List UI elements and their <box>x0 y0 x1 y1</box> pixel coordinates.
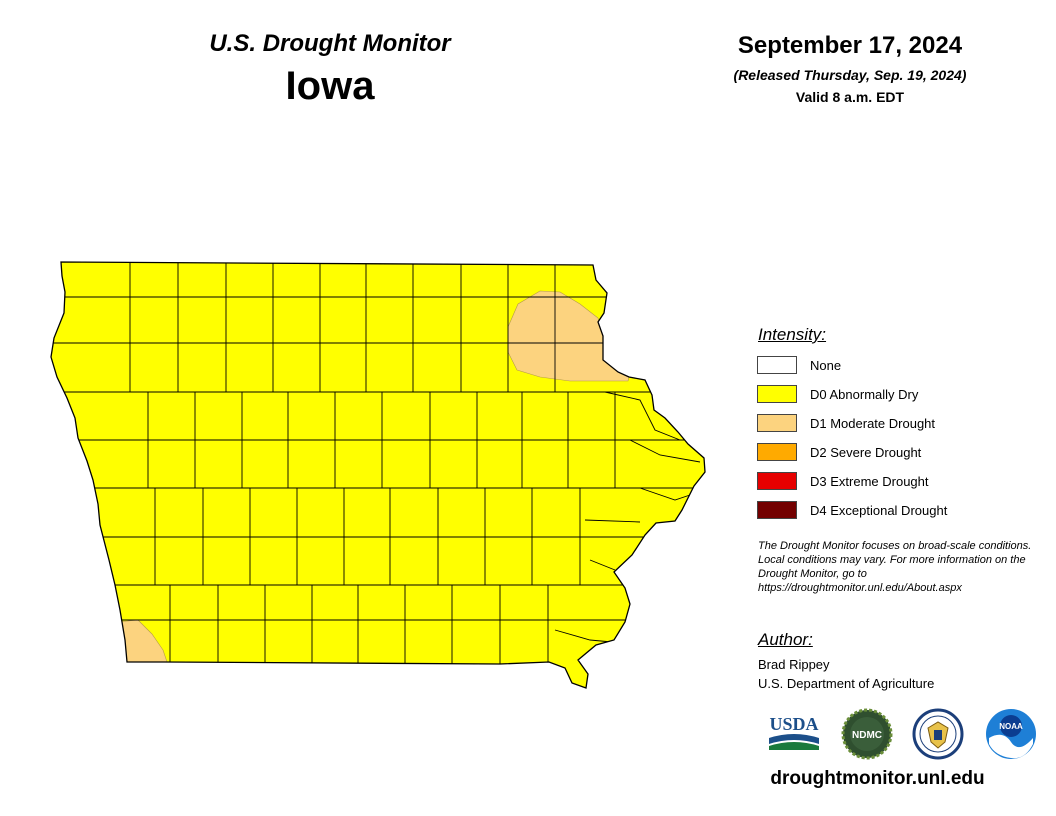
ndmc-logo-text: NDMC <box>852 730 882 741</box>
legend-label: None <box>810 357 842 373</box>
disclaimer-note: The Drought Monitor focuses on broad-sca… <box>758 540 1032 594</box>
author-heading: Author: <box>758 630 813 649</box>
noaa-logo-text: NOAA <box>999 722 1023 731</box>
county-line <box>629 439 701 463</box>
county-line <box>554 629 613 643</box>
map-title: U.S. Drought Monitor <box>209 30 451 57</box>
noaa-logo: NOAA <box>986 709 1036 759</box>
legend-swatch <box>757 385 797 403</box>
county-boundaries <box>51 262 705 670</box>
legend-swatch <box>757 443 797 461</box>
legend-item-d1: D1 Moderate Drought <box>757 413 935 433</box>
legend-item-d4: D4 Exceptional Drought <box>757 500 947 520</box>
legend-label: D1 Moderate Drought <box>810 415 936 431</box>
legend-item-d2: D2 Severe Drought <box>757 442 921 462</box>
county-line <box>589 559 616 571</box>
website-url[interactable]: droughtmonitor.unl.edu <box>770 768 985 789</box>
legend-swatch <box>757 414 797 432</box>
county-line <box>639 487 691 501</box>
doc-seal-logo <box>912 708 964 760</box>
release-date: (Released Thursday, Sep. 19, 2024) <box>733 67 967 83</box>
legend-item-d0: D0 Abnormally Dry <box>757 384 918 404</box>
legend-swatch <box>757 501 797 519</box>
legend-swatch <box>757 472 797 490</box>
legend-label: D2 Severe Drought <box>810 444 922 460</box>
author-organization: U.S. Department of Agriculture <box>758 676 935 691</box>
map-date: September 17, 2024 <box>737 32 963 59</box>
iowa-state-shape <box>51 262 705 688</box>
legend-title: Intensity: <box>758 325 827 344</box>
legend-swatch <box>757 356 797 374</box>
legend-label: D3 Extreme Drought <box>810 473 929 489</box>
state-name: Iowa <box>285 64 375 108</box>
usda-logo: USDA <box>769 714 819 750</box>
iowa-state-border <box>50 261 706 689</box>
usda-logo-text: USDA <box>769 714 818 734</box>
iowa-drought-map <box>50 261 706 689</box>
ndmc-logo: NDMC <box>841 708 893 760</box>
legend-item-d3: D3 Extreme Drought <box>757 471 929 491</box>
author-name: Brad Rippey <box>758 657 830 672</box>
county-line <box>584 519 641 523</box>
legend-label: D4 Exceptional Drought <box>810 502 948 518</box>
valid-time: Valid 8 a.m. EDT <box>795 89 905 105</box>
legend-item-none: None <box>757 355 841 375</box>
county-line <box>604 391 681 441</box>
d1-drought-northeast <box>507 290 630 382</box>
legend-label: D0 Abnormally Dry <box>810 386 919 402</box>
